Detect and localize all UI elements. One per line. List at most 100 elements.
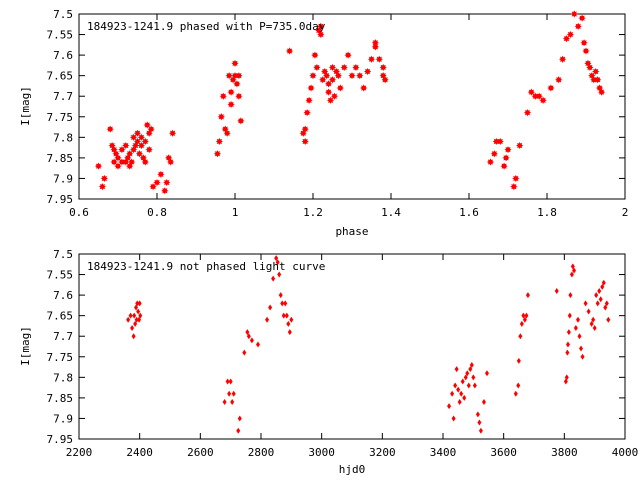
x-tick-label: 3200 xyxy=(369,446,396,459)
data-point xyxy=(230,399,235,405)
data-point xyxy=(481,399,486,405)
y-tick-label: 7.55 xyxy=(47,269,74,282)
x-tick-label: 1.2 xyxy=(303,206,323,219)
data-point xyxy=(502,154,510,162)
data-point xyxy=(522,316,527,323)
data-point xyxy=(592,67,600,76)
data-point xyxy=(223,129,231,137)
data-point xyxy=(600,283,605,290)
y-tick-label: 7.75 xyxy=(47,111,74,124)
data-point xyxy=(275,259,280,266)
x-tick-label: 1 xyxy=(232,206,239,219)
data-point xyxy=(504,146,512,154)
data-point xyxy=(594,292,599,299)
data-point xyxy=(573,325,578,331)
data-point xyxy=(231,390,236,397)
data-point xyxy=(313,63,321,72)
data-point xyxy=(360,84,368,92)
data-point xyxy=(242,349,247,356)
y-tick-label: 7.8 xyxy=(53,371,73,384)
data-point xyxy=(228,378,233,385)
data-point xyxy=(132,312,137,319)
data-point xyxy=(582,47,590,55)
x-tick-label: 2200 xyxy=(66,446,93,459)
data-point xyxy=(317,30,325,39)
data-point xyxy=(578,14,586,22)
data-point xyxy=(255,341,260,348)
data-point xyxy=(375,55,383,63)
data-point xyxy=(126,316,131,323)
y-axis-label: I[mag] xyxy=(19,326,32,366)
data-point xyxy=(521,312,526,319)
plot-frame xyxy=(78,13,626,200)
data-point xyxy=(169,129,177,137)
x-tick-label: 1.8 xyxy=(537,206,557,219)
data-point xyxy=(580,353,585,360)
data-point xyxy=(468,366,473,373)
data-point xyxy=(141,137,149,146)
data-point xyxy=(371,39,379,47)
y-tick-label: 7.5 xyxy=(53,8,73,21)
data-point xyxy=(219,92,227,100)
data-point xyxy=(567,312,572,319)
data-point xyxy=(236,427,241,434)
data-point xyxy=(94,162,103,170)
data-point xyxy=(163,178,171,187)
data-points xyxy=(94,10,606,195)
tick-marks xyxy=(78,13,626,200)
x-tick-label: 2400 xyxy=(126,446,153,459)
data-point xyxy=(280,300,285,307)
data-point xyxy=(265,316,270,323)
data-point xyxy=(592,325,597,331)
data-point xyxy=(334,72,342,80)
data-point xyxy=(575,316,580,323)
data-point xyxy=(496,137,504,146)
data-point xyxy=(286,47,294,55)
data-point xyxy=(547,84,555,92)
data-point xyxy=(469,362,474,368)
data-point xyxy=(106,125,114,133)
data-point xyxy=(138,312,143,319)
y-tick-label: 7.6 xyxy=(53,289,73,302)
data-point xyxy=(167,158,175,166)
phased-light-curve-panel: 7.57.557.67.657.77.757.87.857.97.95 0.6 0… xyxy=(19,8,628,238)
data-point xyxy=(525,292,530,299)
data-point xyxy=(135,300,140,307)
data-point xyxy=(286,320,291,327)
data-point xyxy=(490,150,498,158)
data-point xyxy=(574,22,582,30)
data-point xyxy=(475,411,480,418)
y-tick-label: 7.85 xyxy=(47,152,74,165)
data-point xyxy=(213,150,222,158)
data-point xyxy=(153,178,161,187)
data-point xyxy=(330,92,339,100)
data-point xyxy=(565,341,570,348)
data-point xyxy=(131,333,136,340)
data-point xyxy=(225,378,230,385)
data-point xyxy=(367,55,376,63)
data-point xyxy=(595,300,600,307)
data-point xyxy=(586,308,591,315)
data-point xyxy=(325,88,333,96)
data-point xyxy=(344,51,352,59)
data-point xyxy=(307,84,315,92)
data-point xyxy=(348,72,356,80)
chart-title: 184923-1241.9 not phased light curve xyxy=(87,260,325,273)
data-point xyxy=(381,76,389,84)
data-point xyxy=(157,170,165,178)
data-point xyxy=(311,51,319,59)
x-axis-label: hjd0 xyxy=(339,463,366,476)
data-point xyxy=(519,320,524,327)
data-point xyxy=(268,304,273,311)
data-point xyxy=(518,333,523,340)
x-tick-label: 3000 xyxy=(308,446,335,459)
y-tick-label: 7.7 xyxy=(53,90,73,103)
data-point xyxy=(606,316,611,323)
data-point xyxy=(512,174,520,183)
y-tick-label: 7.65 xyxy=(47,70,74,83)
data-point xyxy=(371,43,379,51)
data-point xyxy=(597,288,602,294)
y-tick-label: 7.9 xyxy=(53,412,73,425)
data-point xyxy=(591,316,596,323)
